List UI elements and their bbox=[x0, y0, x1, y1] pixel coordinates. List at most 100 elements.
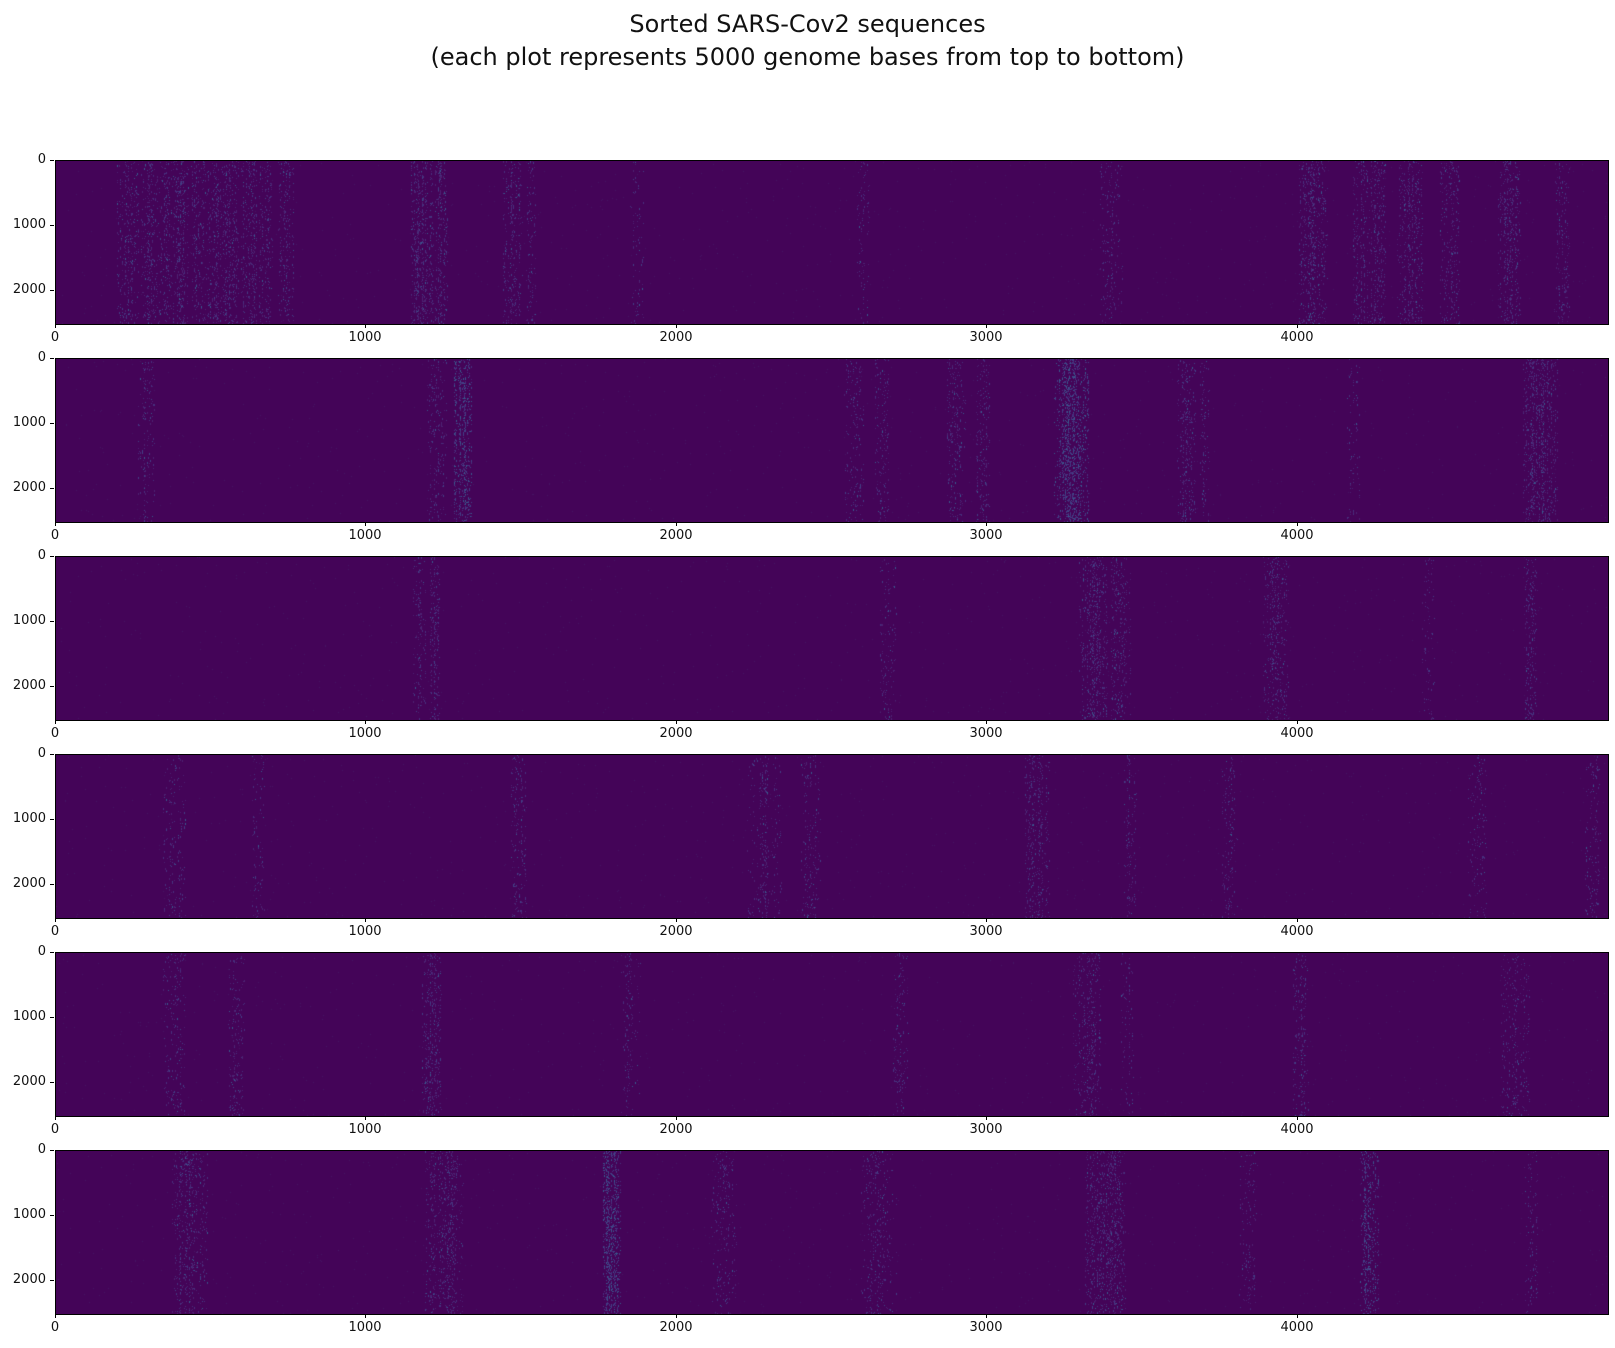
x-tick-mark bbox=[55, 522, 56, 526]
x-tick-mark bbox=[1297, 720, 1298, 724]
x-tick-mark bbox=[676, 324, 677, 328]
x-tick-mark bbox=[1297, 1314, 1298, 1318]
y-tick-mark bbox=[50, 290, 54, 291]
x-tick-mark bbox=[986, 918, 987, 922]
x-tick-label: 4000 bbox=[1280, 924, 1314, 939]
y-tick-label: 2000 bbox=[12, 876, 46, 891]
x-tick-label: 2000 bbox=[659, 1122, 693, 1137]
x-tick-mark bbox=[55, 1314, 56, 1318]
heatmap-frame bbox=[55, 754, 1609, 919]
subplot-row-1: 0 1000 2000 0 1000 2000 3000 4000 bbox=[13, 153, 1609, 345]
heatmap-canvas bbox=[56, 161, 1608, 324]
y-tick-label: 0 bbox=[37, 152, 46, 167]
y-tick-label: 2000 bbox=[12, 1272, 46, 1287]
heatmap-canvas bbox=[56, 557, 1608, 720]
x-tick-label: 1000 bbox=[348, 1320, 382, 1335]
x-tick-mark bbox=[55, 1116, 56, 1120]
x-tick-label: 4000 bbox=[1280, 528, 1314, 543]
heatmap-canvas bbox=[56, 953, 1608, 1116]
subplot-row-2: 0 1000 2000 0 1000 2000 3000 4000 bbox=[13, 351, 1609, 543]
y-tick-label: 2000 bbox=[12, 282, 46, 297]
x-tick-label: 4000 bbox=[1280, 330, 1314, 345]
x-tick-mark bbox=[1297, 1116, 1298, 1120]
subplot-row-3: 0 1000 2000 0 1000 2000 3000 4000 bbox=[13, 549, 1609, 741]
heatmap-frame bbox=[55, 556, 1609, 721]
x-tick-label: 1000 bbox=[348, 528, 382, 543]
x-tick-mark bbox=[986, 1314, 987, 1318]
x-tick-label: 4000 bbox=[1280, 726, 1314, 741]
y-tick-label: 0 bbox=[37, 350, 46, 365]
heatmap-canvas bbox=[56, 1151, 1608, 1314]
y-tick-mark bbox=[50, 1215, 54, 1216]
x-tick-label: 1000 bbox=[348, 924, 382, 939]
y-tick-label: 1000 bbox=[12, 1207, 46, 1222]
y-tick-mark bbox=[50, 1280, 54, 1281]
x-tick-mark bbox=[1297, 918, 1298, 922]
subplot-row-5: 0 1000 2000 0 1000 2000 3000 4000 bbox=[13, 945, 1609, 1137]
x-tick-mark bbox=[365, 522, 366, 526]
figure-title-line1: Sorted SARS-Cov2 sequences bbox=[629, 10, 986, 38]
y-tick-mark bbox=[50, 1150, 54, 1151]
y-tick-mark bbox=[50, 754, 54, 755]
y-tick-mark bbox=[50, 952, 54, 953]
x-tick-label: 2000 bbox=[659, 528, 693, 543]
x-tick-label: 4000 bbox=[1280, 1320, 1314, 1335]
heatmap-canvas bbox=[56, 359, 1608, 522]
subplot-row-4: 0 1000 2000 0 1000 2000 3000 4000 bbox=[13, 747, 1609, 939]
x-tick-label: 3000 bbox=[969, 1320, 1003, 1335]
x-tick-mark bbox=[676, 1314, 677, 1318]
y-tick-mark bbox=[50, 1082, 54, 1083]
x-tick-mark bbox=[986, 522, 987, 526]
y-tick-mark bbox=[50, 1017, 54, 1018]
heatmap-frame bbox=[55, 160, 1609, 325]
y-tick-mark bbox=[50, 819, 54, 820]
figure-title-line2: (each plot represents 5000 genome bases … bbox=[430, 43, 1185, 71]
x-tick-label: 4000 bbox=[1280, 1122, 1314, 1137]
y-tick-mark bbox=[50, 225, 54, 226]
x-tick-label: 3000 bbox=[969, 726, 1003, 741]
y-tick-label: 1000 bbox=[12, 415, 46, 430]
x-tick-label: 0 bbox=[50, 924, 60, 939]
y-tick-mark bbox=[50, 884, 54, 885]
x-tick-mark bbox=[365, 720, 366, 724]
x-tick-mark bbox=[986, 720, 987, 724]
y-tick-label: 2000 bbox=[12, 678, 46, 693]
x-tick-label: 3000 bbox=[969, 528, 1003, 543]
x-tick-mark bbox=[676, 522, 677, 526]
heatmap-frame bbox=[55, 952, 1609, 1117]
y-tick-label: 0 bbox=[37, 944, 46, 959]
x-tick-mark bbox=[676, 720, 677, 724]
x-tick-mark bbox=[365, 1116, 366, 1120]
x-tick-label: 3000 bbox=[969, 1122, 1003, 1137]
x-tick-label: 0 bbox=[50, 330, 60, 345]
x-tick-mark bbox=[365, 324, 366, 328]
x-tick-label: 2000 bbox=[659, 726, 693, 741]
x-tick-label: 0 bbox=[50, 1320, 60, 1335]
x-tick-label: 0 bbox=[50, 1122, 60, 1137]
x-tick-label: 2000 bbox=[659, 1320, 693, 1335]
x-tick-mark bbox=[365, 1314, 366, 1318]
y-tick-mark bbox=[50, 556, 54, 557]
y-tick-mark bbox=[50, 358, 54, 359]
x-tick-label: 2000 bbox=[659, 330, 693, 345]
x-tick-label: 0 bbox=[50, 528, 60, 543]
x-tick-mark bbox=[1297, 522, 1298, 526]
y-tick-mark bbox=[50, 621, 54, 622]
y-tick-label: 2000 bbox=[12, 480, 46, 495]
x-tick-mark bbox=[365, 918, 366, 922]
x-tick-mark bbox=[55, 324, 56, 328]
y-tick-mark bbox=[50, 488, 54, 489]
figure-title: Sorted SARS-Cov2 sequences (each plot re… bbox=[0, 8, 1615, 74]
x-tick-mark bbox=[1297, 324, 1298, 328]
y-tick-mark bbox=[50, 160, 54, 161]
y-tick-label: 0 bbox=[37, 548, 46, 563]
y-tick-label: 1000 bbox=[12, 613, 46, 628]
x-tick-label: 3000 bbox=[969, 330, 1003, 345]
subplot-row-6: 0 1000 2000 0 1000 2000 3000 4000 bbox=[13, 1143, 1609, 1335]
x-tick-mark bbox=[55, 918, 56, 922]
y-tick-label: 1000 bbox=[12, 1009, 46, 1024]
y-tick-label: 2000 bbox=[12, 1074, 46, 1089]
x-tick-label: 1000 bbox=[348, 1122, 382, 1137]
x-tick-mark bbox=[55, 720, 56, 724]
